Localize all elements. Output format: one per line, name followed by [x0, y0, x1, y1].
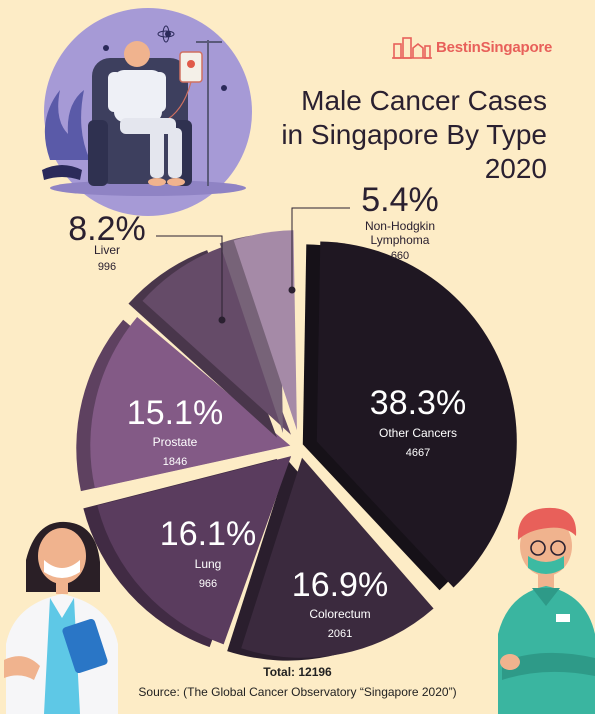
male-doctor-illustration	[498, 508, 595, 714]
liver-leader-dot	[219, 317, 226, 324]
lung-value-label: 966	[199, 578, 217, 590]
patient-illustration	[42, 8, 252, 216]
source-label: Source: (The Global Cancer Observatory “…	[0, 685, 595, 699]
other-percent-label: 38.3%	[370, 384, 466, 422]
prostate-percent-label: 15.1%	[127, 394, 223, 432]
brand-name: BestinSingapore	[436, 39, 552, 56]
colorectum-value-label: 2061	[328, 628, 352, 640]
nhl-name-label-line1: Non-Hodgkin	[365, 219, 435, 233]
liver-name-label: Liver	[94, 243, 120, 257]
title-line-2: in Singapore By Type	[247, 118, 547, 152]
total-label: Total: 12196	[0, 665, 595, 679]
other-value-label: 4667	[406, 447, 430, 459]
lung-percent-label: 16.1%	[160, 515, 256, 553]
nhl-leader-dot	[289, 287, 296, 294]
colorectum-name-label: Colorectum	[309, 607, 370, 621]
title-line-3: 2020	[247, 152, 547, 186]
nhl-name-label-line2: Lymphoma	[371, 233, 430, 247]
other-name-label: Other Cancers	[379, 426, 457, 440]
prostate-name-label: Prostate	[153, 435, 198, 449]
liver-value-label: 996	[98, 261, 116, 273]
lung-name-label: Lung	[195, 557, 222, 571]
prostate-value-label: 1846	[163, 456, 187, 468]
colorectum-percent-label: 16.9%	[292, 566, 388, 604]
city-skyline-icon	[392, 34, 432, 60]
nhl-value-label: 660	[391, 250, 409, 262]
brand-logo[interactable]: BestinSingapore	[392, 34, 552, 60]
nhl-percent-label: 5.4%	[361, 181, 439, 219]
title-line-1: Male Cancer Cases	[247, 84, 547, 118]
chart-title: Male Cancer Cases in Singapore By Type 2…	[247, 84, 547, 186]
